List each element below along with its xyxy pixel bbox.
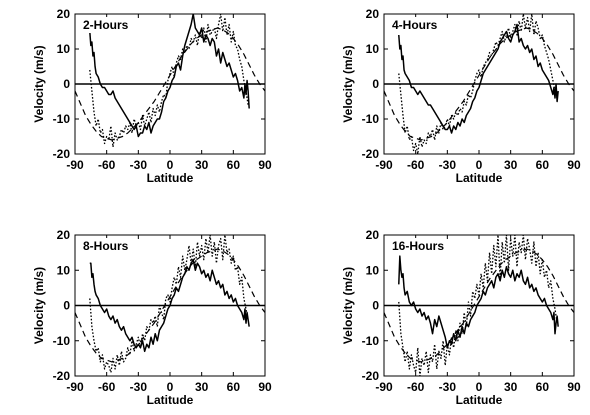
x-tick-label: 90 xyxy=(258,158,272,172)
series-line-dashed xyxy=(384,27,574,141)
panel-title-background xyxy=(81,238,131,254)
y-tick-label: -10 xyxy=(53,112,71,126)
y-tick-label: 20 xyxy=(366,7,380,21)
x-tick-label: 30 xyxy=(195,380,209,394)
panel-title-background xyxy=(81,17,131,33)
series-line-dotted xyxy=(89,14,249,148)
x-tick-label: 0 xyxy=(476,380,483,394)
y-tick-label: 20 xyxy=(57,7,71,21)
series-line-dotted xyxy=(89,235,249,374)
y-tick-label: -20 xyxy=(53,369,71,383)
y-tick-label: 0 xyxy=(63,299,70,313)
y-axis-label: Velocity (m/s) xyxy=(341,45,355,122)
panel-3: -90 -60 -30 0 30 60 90 -20 -10 0 10 20 Latitude Veloc… xyxy=(32,228,272,407)
x-tick-label: -30 xyxy=(130,380,148,394)
y-tick-label: 10 xyxy=(57,263,71,277)
panel-2: -90 -60 -30 0 30 60 90 -20 -10 0 10 20 Latitude Veloc… xyxy=(341,7,581,185)
x-tick-label: 30 xyxy=(504,158,518,172)
x-tick-label: 60 xyxy=(227,380,241,394)
series-line-dashed xyxy=(384,248,574,363)
series-line-solid xyxy=(89,14,250,138)
x-tick-label: -30 xyxy=(439,380,457,394)
x-tick-label: 90 xyxy=(258,380,272,394)
panel-title: 4-Hours xyxy=(392,18,438,32)
x-tick-label: -30 xyxy=(439,158,457,172)
y-tick-label: -10 xyxy=(362,112,380,126)
x-tick-label: 60 xyxy=(536,158,550,172)
series-line-dotted xyxy=(398,235,558,376)
y-axis-label: Velocity (m/s) xyxy=(32,267,46,344)
y-tick-label: -20 xyxy=(362,147,380,161)
x-tick-label: -90 xyxy=(375,380,393,394)
x-tick-label: 30 xyxy=(195,158,209,172)
series-line-solid xyxy=(89,258,250,353)
y-axis-label: Velocity (m/s) xyxy=(32,45,46,122)
y-tick-label: -10 xyxy=(53,334,71,348)
y-tick-label: 20 xyxy=(57,228,71,242)
y-tick-label: 10 xyxy=(366,42,380,56)
x-tick-label: -90 xyxy=(66,380,84,394)
x-tick-label: -30 xyxy=(130,158,148,172)
y-axis-label: Velocity (m/s) xyxy=(341,267,355,344)
y-tick-label: 0 xyxy=(372,299,379,313)
x-tick-label: 60 xyxy=(536,380,550,394)
panel-title: 16-Hours xyxy=(392,239,444,253)
x-tick-label: 0 xyxy=(167,380,174,394)
x-tick-label: 0 xyxy=(476,158,483,172)
panel-title-background xyxy=(390,238,447,254)
series-line-dashed xyxy=(75,27,265,141)
panel-title-background xyxy=(390,17,440,33)
x-tick-label: 90 xyxy=(567,158,581,172)
y-tick-label: 10 xyxy=(366,263,380,277)
panel-title: 8-Hours xyxy=(83,239,129,253)
panel-title: 2-Hours xyxy=(83,18,129,32)
x-tick-label: 30 xyxy=(504,380,518,394)
x-tick-label: -60 xyxy=(98,380,116,394)
x-tick-label: -90 xyxy=(66,158,84,172)
y-tick-label: 0 xyxy=(372,77,379,91)
x-tick-label: -60 xyxy=(407,158,425,172)
x-tick-label: 0 xyxy=(167,158,174,172)
panel-1: -90 -60 -30 0 30 60 90 -20 -10 0 10 20 Latitude Veloc… xyxy=(32,7,272,185)
x-axis-label: Latitude xyxy=(456,171,503,185)
x-axis-label: Latitude xyxy=(147,393,194,407)
y-tick-label: 20 xyxy=(366,228,380,242)
panel-4: -90 -60 -30 0 30 60 90 -20 -10 0 10 20 Latitude Veloc… xyxy=(341,228,581,407)
x-tick-label: 60 xyxy=(227,158,241,172)
x-axis-label: Latitude xyxy=(456,393,503,407)
y-tick-label: 0 xyxy=(63,77,70,91)
y-tick-label: -20 xyxy=(362,369,380,383)
x-tick-label: 90 xyxy=(567,380,581,394)
y-tick-label: -20 xyxy=(53,147,71,161)
x-tick-label: -60 xyxy=(98,158,116,172)
x-tick-label: -90 xyxy=(375,158,393,172)
x-axis-label: Latitude xyxy=(147,171,194,185)
series-line-solid xyxy=(398,23,559,134)
x-tick-label: -60 xyxy=(407,380,425,394)
series-line-solid xyxy=(398,255,559,349)
y-tick-label: 10 xyxy=(57,42,71,56)
y-tick-label: -10 xyxy=(362,334,380,348)
series-line-dashed xyxy=(75,248,265,363)
